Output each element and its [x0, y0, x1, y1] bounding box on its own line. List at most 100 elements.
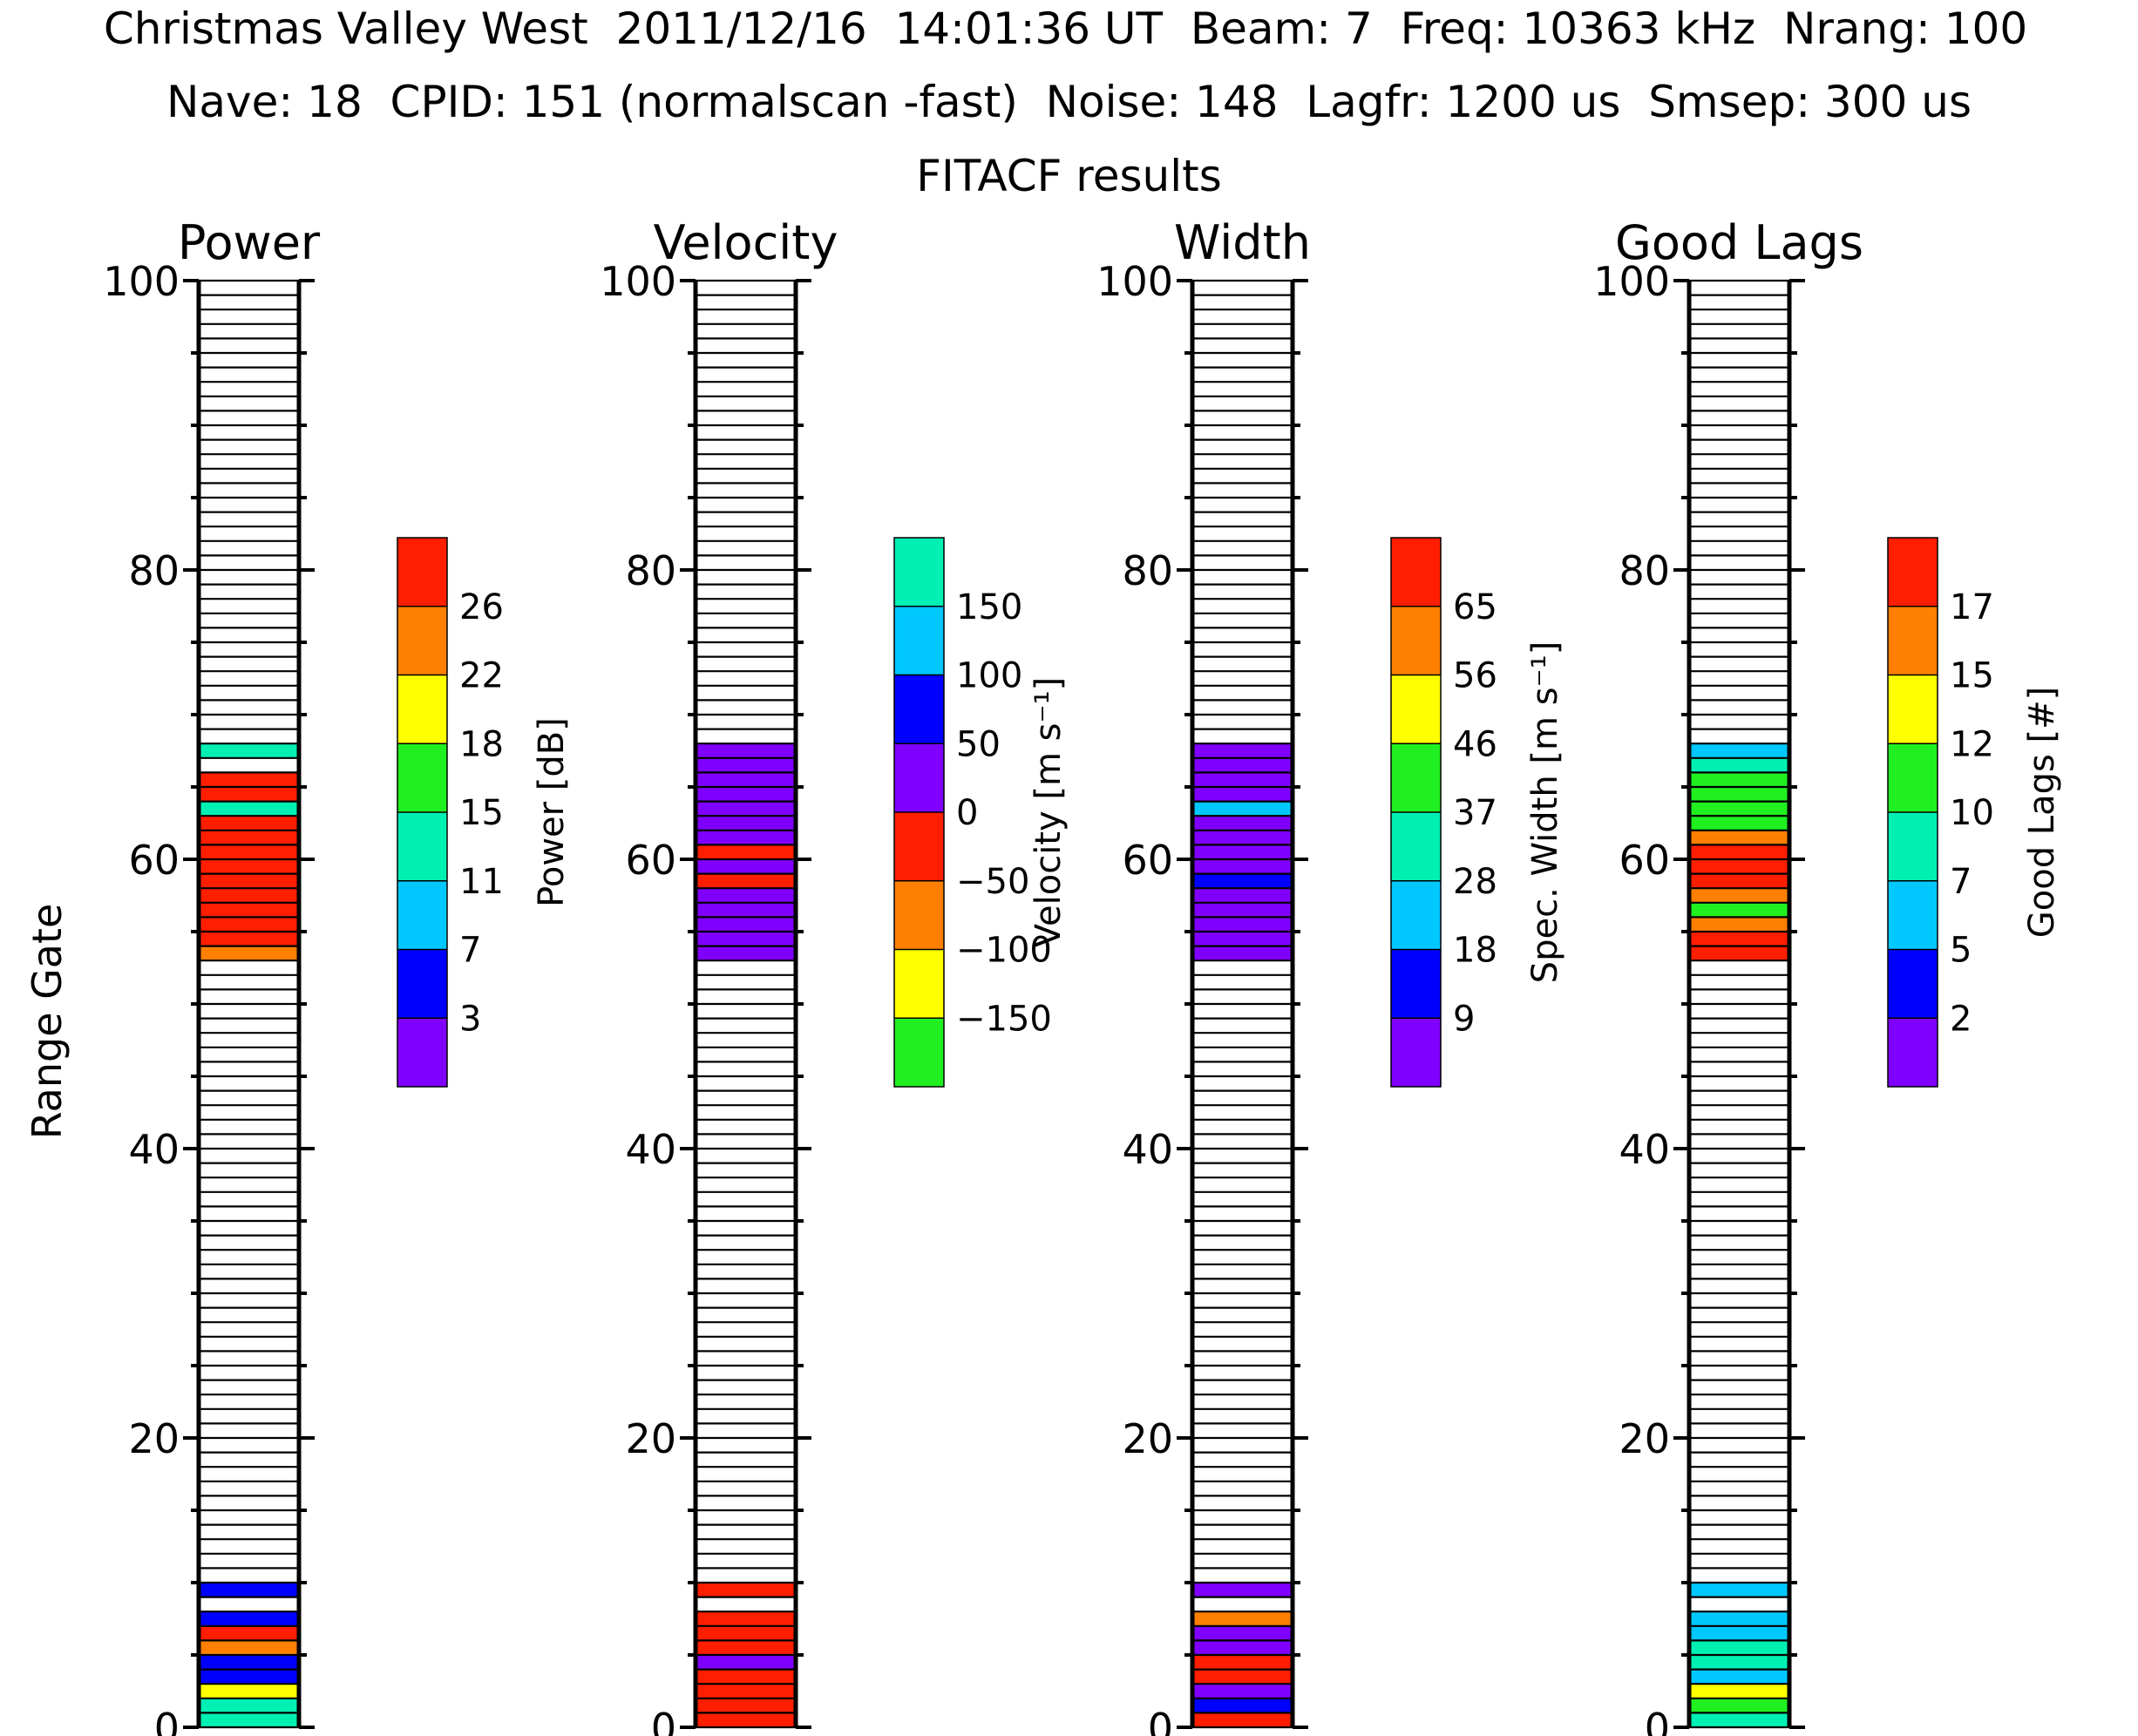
- gate-cell: [1192, 1583, 1293, 1597]
- gate-cell: [1192, 902, 1293, 918]
- colorbar-tick-label: 5: [1950, 931, 1972, 971]
- gate-cell: [696, 1640, 796, 1655]
- gate-cell: [1192, 757, 1293, 773]
- gate-cell: [1192, 1625, 1293, 1641]
- gate-cell: [199, 917, 299, 932]
- colorbar-swatch: [1888, 1018, 1938, 1087]
- gate-cell: [199, 946, 299, 961]
- colorbar-swatch: [1391, 1018, 1441, 1087]
- colorbar-tick-label: 150: [956, 587, 1022, 627]
- y-tick-label: 20: [1122, 1415, 1173, 1462]
- gate-cell: [199, 1684, 299, 1699]
- colorbar-swatch: [894, 743, 944, 812]
- gate-cell: [199, 801, 299, 817]
- colorbar-tick-label: −100: [956, 931, 1052, 971]
- colorbar-swatch: [397, 743, 447, 812]
- gate-cell: [1689, 743, 1789, 758]
- gate-cell: [1689, 1712, 1789, 1727]
- gate-cell: [1192, 1655, 1293, 1670]
- colorbar-tick-label: 37: [1453, 793, 1497, 833]
- gate-cell: [199, 1611, 299, 1626]
- gate-cell: [1192, 1712, 1293, 1727]
- y-tick-label: 0: [154, 1705, 180, 1736]
- colorbar-swatch: [1888, 606, 1938, 675]
- gate-cell: [1689, 917, 1789, 932]
- y-tick-label: 40: [625, 1126, 676, 1173]
- panel-title: Good Lags: [1615, 215, 1863, 270]
- colorbar-swatch: [397, 812, 447, 881]
- gate-cell: [1689, 1655, 1789, 1670]
- gate-cell: [199, 902, 299, 918]
- colorbar-swatch: [894, 949, 944, 1019]
- gate-cell: [1689, 932, 1789, 946]
- gate-cell: [696, 1625, 796, 1641]
- colorbar-swatch: [397, 1018, 447, 1087]
- gate-cell: [1689, 1698, 1789, 1713]
- panel-title: Velocity: [654, 215, 838, 270]
- gate-cell: [199, 1669, 299, 1685]
- colorbar-tick-label: 7: [1950, 862, 1972, 902]
- colorbar-tick-label: 18: [459, 724, 504, 764]
- gate-cell: [199, 888, 299, 903]
- colorbar-tick-label: 50: [956, 724, 1001, 764]
- y-tick-label: 20: [1619, 1415, 1670, 1462]
- gate-cell: [1689, 873, 1789, 889]
- colorbar-swatch: [894, 880, 944, 950]
- colorbar-tick-label: −150: [956, 999, 1052, 1039]
- colorbar-tick-label: 12: [1950, 724, 1994, 764]
- gate-cell: [1192, 816, 1293, 831]
- colorbar-swatch: [1391, 675, 1441, 744]
- y-tick-label: 80: [1122, 547, 1173, 594]
- gate-cell: [696, 787, 796, 802]
- gate-cell: [199, 1583, 299, 1597]
- gate-cell: [696, 917, 796, 932]
- gate-cell: [696, 873, 796, 889]
- gate-cell: [1192, 932, 1293, 946]
- colorbar-tick-label: 17: [1950, 587, 1994, 627]
- header-station-line: Christmas Valley West 2011/12/16 14:01:3…: [103, 3, 2028, 54]
- gate-cell: [696, 816, 796, 831]
- gate-cell: [1192, 1611, 1293, 1626]
- colorbar-tick-label: 9: [1453, 999, 1475, 1039]
- gate-cell: [199, 787, 299, 802]
- colorbar-tick-label: 26: [459, 587, 504, 627]
- colorbar-swatch: [1391, 880, 1441, 950]
- y-tick-label: 20: [128, 1415, 180, 1462]
- gate-cell: [1689, 946, 1789, 961]
- colorbar-tick-label: 28: [1453, 862, 1497, 902]
- colorbar-tick-label: 0: [956, 793, 978, 833]
- y-tick-label: 40: [1619, 1126, 1670, 1173]
- gate-cell: [1192, 830, 1293, 845]
- colorbar-tick-label: 7: [459, 931, 481, 971]
- gate-cell: [1192, 1640, 1293, 1655]
- colorbar-swatch: [397, 606, 447, 675]
- y-axis-label: Range Gate: [24, 904, 71, 1140]
- colorbar-label: Spec. Width [m s⁻¹]: [1525, 641, 1565, 984]
- gate-cell: [1689, 830, 1789, 845]
- gate-cell: [696, 932, 796, 946]
- gate-cell: [199, 772, 299, 787]
- gate-cell: [1192, 1698, 1293, 1713]
- gate-cell: [696, 859, 796, 874]
- gate-cell: [1689, 1669, 1789, 1685]
- colorbar-tick-label: 15: [459, 793, 504, 833]
- gate-cell: [696, 1698, 796, 1713]
- colorbar-tick-label: 46: [1453, 724, 1497, 764]
- gate-cell: [696, 757, 796, 773]
- gate-cell: [696, 1583, 796, 1597]
- colorbar-swatch: [1391, 606, 1441, 675]
- gate-cell: [696, 1684, 796, 1699]
- colorbar-swatch: [397, 880, 447, 950]
- y-tick-label: 60: [625, 837, 676, 884]
- gate-cell: [1192, 859, 1293, 874]
- gate-cell: [1192, 873, 1293, 889]
- gate-cell: [1192, 1684, 1293, 1699]
- gate-cell: [696, 801, 796, 817]
- gate-cell: [1689, 888, 1789, 903]
- colorbar-frame: [1887, 537, 1938, 1088]
- y-tick-label: 40: [1122, 1126, 1173, 1173]
- y-tick-label: 0: [1148, 1705, 1173, 1736]
- colorbar-tick-label: 15: [1950, 656, 1994, 696]
